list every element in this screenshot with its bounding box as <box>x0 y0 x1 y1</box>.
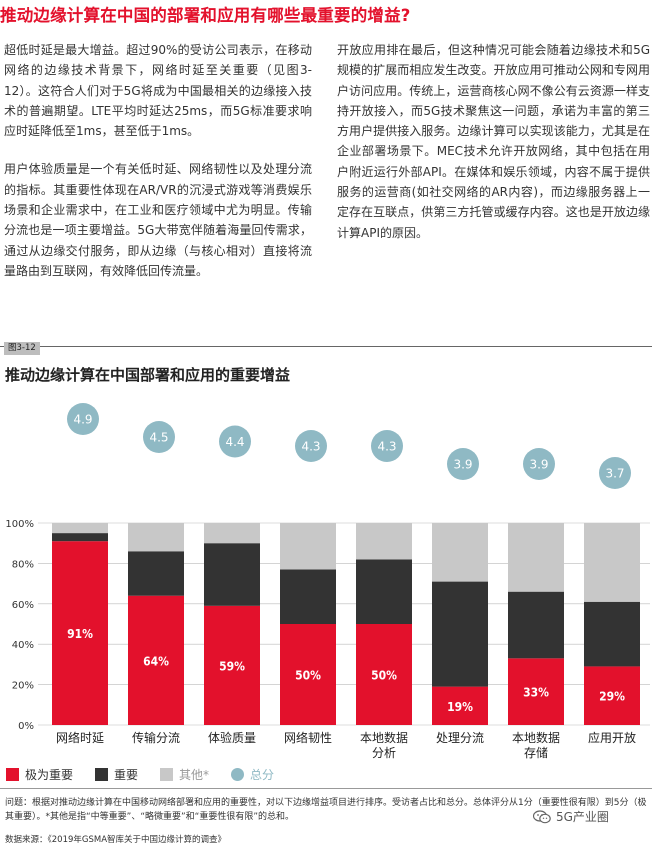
bar-segment-very-important <box>128 595 184 725</box>
legend-label: 重要 <box>114 768 139 782</box>
total-score-label: 3.9 <box>529 458 548 472</box>
y-tick-label: 60% <box>12 600 34 611</box>
x-tick-label: 存储 <box>524 745 548 760</box>
bar-segment-other <box>584 523 640 602</box>
total-score-label: 3.9 <box>453 458 472 472</box>
total-score-label: 3.7 <box>605 467 624 481</box>
total-score-label: 4.3 <box>301 440 320 454</box>
bar-segment-important <box>204 543 260 606</box>
legend-label: 极为重要 <box>25 768 74 782</box>
watermark: 5G产业圈 <box>533 808 609 825</box>
bar-data-label: 19% <box>447 700 473 714</box>
bar-segment-important <box>432 581 488 687</box>
total-score-bubble <box>371 430 403 462</box>
bar-data-label: 64% <box>143 654 169 668</box>
bar-segment-important <box>280 569 336 624</box>
legend-swatch-dark <box>95 768 109 781</box>
bar-segment-important <box>52 533 108 542</box>
bar-segment-other <box>128 523 184 552</box>
total-score-bubble <box>599 457 631 489</box>
y-tick-label: 0% <box>18 721 34 732</box>
x-tick-label: 本地数据 <box>360 730 408 745</box>
bar-data-label: 29% <box>599 690 625 704</box>
stacked-bar-chart: 0% 20% 40% 60% 80% 100% 91% 4.9 网络时延 64% 4.5 传输分流 59… <box>5 403 650 760</box>
total-score-bubble <box>447 448 479 480</box>
legend-item-very-important: 极为重要 <box>6 766 73 783</box>
bar-segment-important <box>356 559 412 624</box>
total-score-bubble <box>523 448 555 480</box>
x-tick-label: 处理分流 <box>436 731 484 745</box>
legend-item-important: 重要 <box>95 766 138 783</box>
total-score-label: 4.4 <box>225 435 244 449</box>
x-tick-label: 应用开放 <box>588 730 636 745</box>
y-tick-label: 40% <box>12 640 34 651</box>
x-tick-label: 分析 <box>372 746 396 760</box>
legend-item-total: 总分 <box>231 766 274 783</box>
figure-divider <box>0 346 652 347</box>
y-tick-label: 20% <box>12 681 34 692</box>
bar-segment-very-important <box>584 666 640 725</box>
y-tick-label: 100% <box>5 519 34 530</box>
bar-segment-very-important <box>204 605 260 725</box>
bar-segment-very-important <box>280 624 336 725</box>
chart-title: 推动边缘计算在中国部署和应用的重要增益 <box>5 366 291 384</box>
bar-segment-very-important <box>356 624 412 725</box>
bar-segment-important <box>508 591 564 659</box>
paragraph: 超低时延是最大增益。超过90%的受访公司表示，在移动网络的边缘技术背景下，网络时… <box>4 43 312 139</box>
x-tick-label: 网络时延 <box>56 730 104 745</box>
total-score-label: 4.9 <box>73 413 92 427</box>
x-tick-label: 本地数据 <box>512 730 560 745</box>
paragraph: 用户体验质量是一个有关低时延、网络韧性以及处理分流的指标。其重要性体现在AR/V… <box>4 162 312 278</box>
legend-swatch-teal <box>231 768 245 781</box>
total-score-label: 4.3 <box>377 440 396 454</box>
chart-note: 问题：根据对推动边缘计算在中国移动网络部署和应用的重要性，对以下边缘增益项目进行… <box>5 798 647 822</box>
legend-item-other: 其他* <box>160 766 209 783</box>
legend-label: 其他* <box>179 768 210 782</box>
bar-segment-other <box>204 523 260 544</box>
figure-label: 图3-12 <box>4 342 40 355</box>
bar-data-label: 91% <box>67 627 93 641</box>
left-column: 超低时延是最大增益。超过90%的受访公司表示，在移动网络的边缘技术背景下，网络时… <box>4 40 312 299</box>
x-tick-label: 网络韧性 <box>284 730 332 745</box>
total-score-bubble <box>219 425 251 458</box>
page-heading: 推动边缘计算在中国的部署和应用有哪些最重要的增益? <box>0 6 411 25</box>
bar-data-label: 33% <box>523 686 549 700</box>
bar-segment-other <box>280 523 336 570</box>
total-score-bubble <box>295 430 327 462</box>
legend-swatch-red <box>6 768 19 781</box>
bar-segment-other <box>52 523 108 534</box>
total-score-bubble <box>67 403 99 435</box>
bar-segment-very-important <box>508 658 564 725</box>
bar-data-label: 50% <box>371 669 397 683</box>
legend-swatch-gray <box>160 768 174 781</box>
bar-segment-other <box>508 523 564 592</box>
bar-data-label: 50% <box>295 669 321 683</box>
legend-label: 总分 <box>250 768 275 782</box>
bar-segment-very-important <box>52 541 108 725</box>
y-tick-label: 80% <box>12 559 34 570</box>
chart-source: 数据来源：《2019年GSMA智库关于中国边缘计算的调查》 <box>5 835 227 845</box>
watermark-text: 5G产业圈 <box>556 810 609 824</box>
bar-segment-other <box>432 523 488 582</box>
chart-legend: 极为重要 重要 其他* 总分 <box>6 766 296 783</box>
x-tick-label: 体验质量 <box>208 730 256 745</box>
bar-segment-very-important <box>432 686 488 725</box>
chat-bubbles-icon <box>533 809 551 823</box>
paragraph: 开放应用排在最后，但这种情况可能会随着边缘技术和5G规模的扩展而相应发生改变。开… <box>337 43 650 240</box>
bar-segment-other <box>356 523 412 560</box>
bar-data-label: 59% <box>219 659 245 673</box>
bottom-divider <box>0 788 652 789</box>
x-tick-label: 传输分流 <box>132 730 180 745</box>
total-score-label: 4.5 <box>149 431 168 445</box>
total-score-bubble <box>143 421 175 453</box>
right-column: 开放应用排在最后，但这种情况可能会随着边缘技术和5G规模的扩展而相应发生改变。开… <box>337 40 650 261</box>
bar-segment-important <box>584 601 640 667</box>
bar-segment-important <box>128 551 184 596</box>
